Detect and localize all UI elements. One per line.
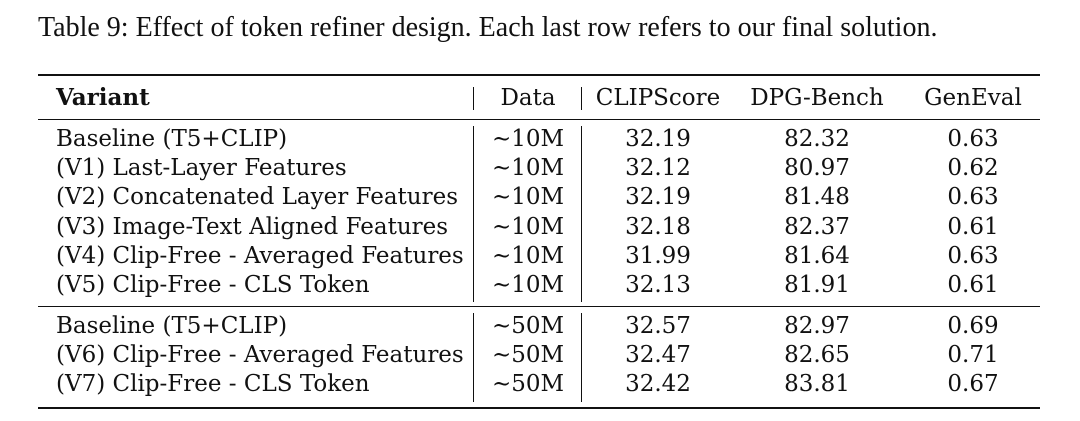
table-cell-geneval: 0.63 bbox=[947, 242, 999, 269]
header-variant: Variant bbox=[56, 84, 150, 111]
table-cell-dpg: 80.97 bbox=[784, 155, 850, 182]
header-geneval: GenEval bbox=[924, 85, 1022, 111]
column-divider-variant-data bbox=[473, 87, 474, 110]
table-cell-geneval: 0.61 bbox=[947, 213, 999, 240]
table-cell-variant: (V5) Clip-Free - CLS Token bbox=[56, 272, 370, 298]
table-cell-data: ∼10M bbox=[491, 184, 565, 211]
table-cell-dpg: 82.32 bbox=[784, 126, 850, 152]
table-cell-dpg: 82.97 bbox=[784, 313, 850, 339]
table-cell-data: ∼50M bbox=[491, 313, 565, 339]
table-cell-clipscore: 32.19 bbox=[625, 184, 691, 211]
table-cell-variant: Baseline (T5+CLIP) bbox=[56, 313, 288, 339]
table-cell-dpg: 81.48 bbox=[784, 184, 850, 211]
table-cell-variant: (V1) Last-Layer Features bbox=[56, 155, 347, 182]
header-clipscore: CLIPScore bbox=[595, 85, 721, 111]
table-cell-dpg: 82.65 bbox=[784, 342, 850, 369]
table-cell-variant: (V7) Clip-Free - CLS Token bbox=[56, 371, 370, 398]
table-cell-clipscore: 31.99 bbox=[625, 242, 691, 269]
table-cell-geneval: 0.61 bbox=[947, 272, 999, 298]
column-divider-data-clipscore bbox=[581, 87, 582, 110]
table-cell-variant: (V2) Concatenated Layer Features bbox=[56, 184, 459, 211]
table-cell-geneval: 0.63 bbox=[947, 184, 999, 211]
table-cell-data: ∼10M bbox=[491, 155, 565, 182]
table-cell-clipscore: 32.19 bbox=[625, 126, 691, 152]
table-cell-data: ∼50M bbox=[491, 342, 565, 369]
table-cell-geneval: 0.69 bbox=[947, 313, 999, 339]
table-caption: Table 9: Effect of token refiner design.… bbox=[38, 12, 938, 43]
table-cell-clipscore: 32.12 bbox=[625, 155, 691, 182]
table-cell-data: ∼10M bbox=[491, 242, 565, 269]
table-cell-variant: (V3) Image-Text Aligned Features bbox=[56, 213, 449, 240]
column-divider-data-clipscore-group1 bbox=[581, 126, 582, 302]
column-divider-data-clipscore-group2 bbox=[581, 313, 582, 402]
table-cell-geneval: 0.71 bbox=[947, 342, 999, 369]
table-cell-clipscore: 32.18 bbox=[625, 213, 691, 240]
group-separator-rule bbox=[38, 306, 1040, 307]
table-cell-clipscore: 32.47 bbox=[625, 342, 691, 369]
table-cell-data: ∼10M bbox=[491, 126, 565, 152]
table-cell-variant: (V4) Clip-Free - Averaged Features bbox=[56, 242, 464, 269]
top-rule bbox=[38, 74, 1040, 76]
table-cell-geneval: 0.62 bbox=[947, 155, 999, 182]
header-dpg-bench: DPG-Bench bbox=[750, 85, 884, 111]
table-cell-data: ∼10M bbox=[491, 213, 565, 240]
column-divider-variant-data-group1 bbox=[473, 126, 474, 302]
table-cell-dpg: 82.37 bbox=[784, 213, 850, 240]
table-cell-geneval: 0.67 bbox=[947, 371, 999, 398]
table-cell-data: ∼50M bbox=[491, 371, 565, 398]
table-cell-dpg: 83.81 bbox=[784, 371, 850, 398]
column-divider-variant-data-group2 bbox=[473, 313, 474, 402]
table-cell-geneval: 0.63 bbox=[947, 126, 999, 152]
table-cell-dpg: 81.64 bbox=[784, 242, 850, 269]
header-rule bbox=[38, 119, 1040, 120]
header-data: Data bbox=[500, 85, 556, 111]
bottom-rule bbox=[38, 407, 1040, 409]
table-cell-clipscore: 32.13 bbox=[625, 272, 691, 298]
table-cell-clipscore: 32.42 bbox=[625, 371, 691, 398]
table-cell-variant: (V6) Clip-Free - Averaged Features bbox=[56, 342, 464, 369]
table-cell-variant: Baseline (T5+CLIP) bbox=[56, 126, 288, 152]
table-cell-data: ∼10M bbox=[491, 272, 565, 298]
table-cell-dpg: 81.91 bbox=[784, 272, 850, 298]
table-cell-clipscore: 32.57 bbox=[625, 313, 691, 339]
